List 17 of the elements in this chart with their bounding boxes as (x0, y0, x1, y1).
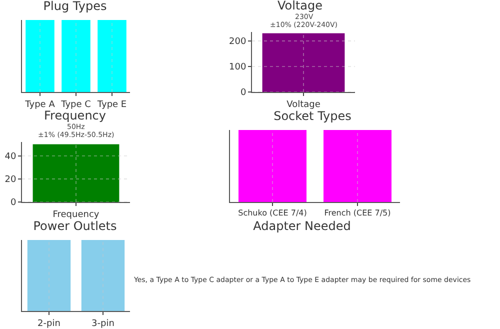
y-tick-label: 200 (229, 37, 246, 48)
x-tick-label: Type A (24, 100, 56, 110)
chart-title: Plug Types (43, 0, 107, 14)
x-tick-label: French (CEE 7/5) (324, 208, 391, 218)
chart-title: Socket Types (274, 109, 352, 124)
x-tick-label: Type E (96, 100, 127, 110)
y-tick-label: 20 (4, 175, 16, 186)
y-tick-label: 100 (229, 62, 246, 73)
y-tick-label: 0 (10, 198, 16, 208)
chart-title: Power Outlets (33, 219, 117, 234)
x-tick-label: Schuko (CEE 7/4) (238, 208, 307, 218)
text: Adapter Needed (253, 219, 351, 234)
y-tick-label: 0 (240, 88, 246, 98)
x-tick-label: 3-pin (92, 318, 114, 329)
x-tick-label: 2-pin (38, 318, 60, 329)
x-tick-label: Type C (60, 100, 91, 110)
y-tick-label: 40 (4, 152, 16, 162)
